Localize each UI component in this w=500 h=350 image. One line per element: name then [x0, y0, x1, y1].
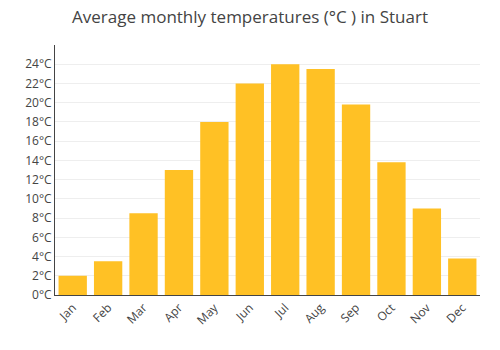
svg-text:Feb: Feb: [89, 299, 115, 325]
svg-text:Average monthly temperatures (: Average monthly temperatures (°C ) in St…: [72, 5, 428, 28]
svg-text:Apr: Apr: [160, 299, 186, 325]
svg-text:Jul: Jul: [270, 299, 292, 321]
svg-text:24°C: 24°C: [25, 55, 52, 72]
svg-text:2°C: 2°C: [32, 267, 52, 284]
svg-text:Jan: Jan: [55, 299, 80, 324]
svg-text:Oct: Oct: [373, 299, 399, 325]
svg-text:18°C: 18°C: [25, 113, 52, 130]
svg-text:Aug: Aug: [300, 299, 328, 327]
svg-text:4°C: 4°C: [32, 248, 52, 265]
svg-text:May: May: [193, 299, 222, 328]
svg-text:Sep: Sep: [336, 299, 363, 326]
svg-text:Jun: Jun: [231, 299, 256, 324]
svg-text:6°C: 6°C: [32, 229, 52, 246]
svg-text:22°C: 22°C: [25, 75, 52, 92]
svg-text:0°C: 0°C: [32, 286, 52, 303]
svg-text:12°C: 12°C: [25, 171, 52, 188]
svg-text:16°C: 16°C: [25, 132, 52, 149]
svg-text:20°C: 20°C: [25, 94, 52, 111]
svg-text:10°C: 10°C: [25, 190, 52, 207]
svg-text:8°C: 8°C: [32, 209, 52, 226]
svg-text:Mar: Mar: [123, 299, 151, 327]
svg-text:Nov: Nov: [406, 299, 434, 327]
svg-text:14°C: 14°C: [25, 152, 52, 169]
svg-text:Dec: Dec: [442, 299, 469, 326]
